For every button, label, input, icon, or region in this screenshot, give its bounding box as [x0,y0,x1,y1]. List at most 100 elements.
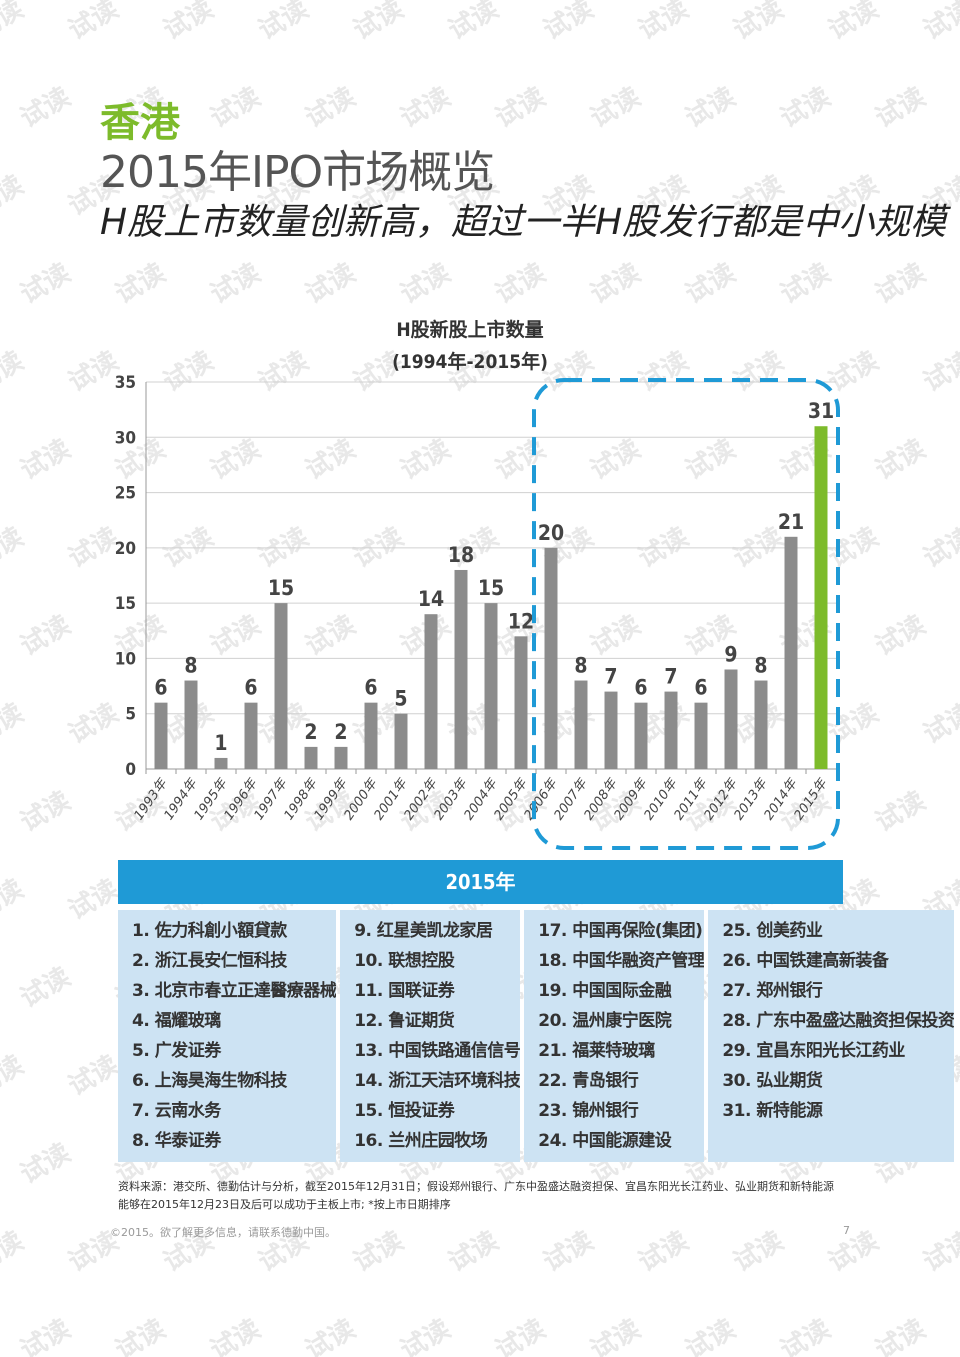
watermark-text: 试读 [16,434,76,486]
bar [184,680,198,769]
bar [724,669,738,769]
watermark-text: 试读 [16,786,76,838]
watermark-text: 试读 [64,1050,124,1102]
watermark-text: 试读 [111,258,171,310]
company-item: 6. 上海昊海生物科技 [132,1071,287,1091]
bar [304,746,318,769]
watermark-text: 试读 [16,82,76,134]
watermark-text: 试读 [301,1314,361,1357]
bar [604,691,618,769]
bar [574,680,588,769]
watermark-text: 试读 [491,258,551,310]
data-label: 7 [604,665,617,689]
company-item: 8. 华泰证券 [132,1131,221,1151]
data-label: 6 [694,676,707,700]
chart-canvas: H股新股上市数量(1994年-2015年)0510152025303561993… [115,318,840,850]
data-label: 2 [304,720,317,744]
company-item: 2. 浙江長安仁恒科技 [132,951,287,971]
company-column-3: 17. 中国再保险(集团) 18. 中国华融资产管理 19. 中国国际金融 20. 温… [524,910,705,1162]
bar [334,746,348,769]
watermark-text: 试读 [871,258,931,310]
y-tick-label: 20 [115,539,136,559]
watermark-text: 试读 [919,0,960,46]
company-item: 18. 中国华融资产管理 [538,951,705,971]
watermark-text: 试读 [64,0,124,46]
chart-subtitle: (1994年-2015年) [392,350,548,373]
watermark-text: 试读 [871,434,931,486]
bar [754,680,768,769]
company-item: 4. 福耀玻璃 [132,1011,221,1031]
source-note: 资料来源：港交所、德勤估计与分析，截至2015年12月31日；假设郑州银行、广东… [118,1180,834,1211]
data-label: 21 [778,510,804,534]
watermark-text: 试读 [0,346,29,398]
watermark-text: 试读 [729,0,789,46]
watermark-text: 试读 [16,610,76,662]
bar [784,536,798,769]
watermark-text: 试读 [824,0,884,46]
y-tick-label: 15 [115,594,136,614]
watermark-text: 试读 [0,874,29,926]
watermark-text: 试读 [64,874,124,926]
watermark-text: 试读 [586,1314,646,1357]
data-label: 8 [184,654,197,678]
company-item: 26. 中国铁建高新装备 [722,951,889,971]
watermark-text: 试读 [111,1314,171,1357]
watermark-text: 试读 [254,0,314,46]
company-item: 13. 中国铁路通信信号 [354,1041,521,1061]
bar [634,702,648,769]
bar [544,547,558,769]
heading-region: 香港 2015年IPO市场概览 H股上市数量创新高，超过一半H股发行都是中小规模 [100,100,946,246]
company-item: 5. 广发证券 [132,1041,221,1061]
watermark-text: 试读 [0,522,29,574]
data-label: 18 [448,543,474,567]
watermark-text: 试读 [919,698,960,750]
company-item: 10. 联想控股 [354,951,455,971]
company-item: 29. 宜昌东阳光长江药业 [722,1041,905,1061]
watermark-text: 试读 [396,1314,456,1357]
data-label: 15 [268,576,294,600]
watermark-text: 试读 [396,258,456,310]
data-label: 31 [808,399,834,423]
data-label: 7 [664,665,677,689]
watermark-text: 试读 [634,0,694,46]
bar [214,757,228,769]
watermark-text: 试读 [206,1314,266,1357]
company-item: 25. 创美药业 [722,921,823,941]
company-item: 16. 兰州庄园牧场 [354,1131,488,1151]
y-tick-label: 30 [115,428,136,448]
bar [514,636,528,769]
watermark-text: 试读 [0,1226,29,1278]
watermark-text: 试读 [0,698,29,750]
data-label: 6 [364,676,377,700]
watermark-text: 试读 [444,0,504,46]
data-label: 5 [394,687,407,711]
company-item: 27. 郑州银行 [722,981,823,1001]
watermark-text: 试读 [206,258,266,310]
watermark-text: 试读 [0,170,29,222]
watermark-text: 试读 [0,0,29,46]
watermark-text: 试读 [0,1050,29,1102]
company-item: 15. 恒投证券 [354,1101,455,1121]
data-label: 6 [634,676,647,700]
bar [484,603,498,769]
watermark-text: 试读 [16,962,76,1014]
watermark-text: 试读 [586,258,646,310]
watermark-text: 试读 [16,1314,76,1357]
y-tick-label: 5 [125,705,136,725]
watermark-text: 试读 [539,0,599,46]
bar [394,713,408,769]
company-item: 20. 温州康宁医院 [538,1011,672,1031]
company-item: 17. 中国再保险(集团) [538,921,703,941]
region-title: 香港 [100,100,180,146]
page-title: 2015年IPO市场概览 [100,147,495,198]
watermark-text: 试读 [776,258,836,310]
company-item: 14. 浙江天洁环境科技 [354,1071,521,1091]
highlight-dashed-box [532,378,840,850]
data-label: 12 [508,609,534,633]
company-column-2: 9. 红星美凯龙家居 10. 联想控股 11. 国联证券 12. 鲁证期货 13. 中国… [340,910,521,1162]
company-item: 24. 中国能源建设 [538,1131,672,1151]
data-label: 20 [538,521,564,545]
data-label: 1 [214,731,227,755]
bar [424,614,438,769]
watermark-text: 试读 [919,1226,960,1278]
